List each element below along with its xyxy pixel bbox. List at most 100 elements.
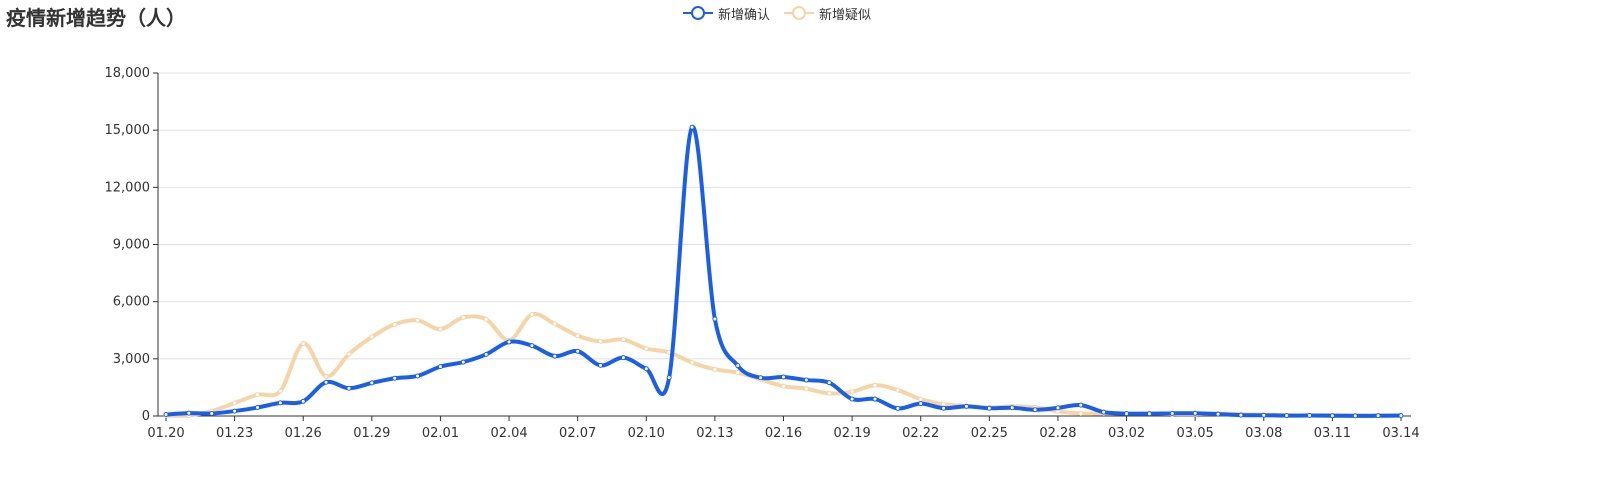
x-tick-label: 03.02 bbox=[1108, 426, 1145, 441]
legend-line-circle-icon bbox=[683, 6, 713, 20]
data-point-suspected[interactable] bbox=[300, 340, 306, 346]
data-point-confirmed[interactable] bbox=[1398, 413, 1404, 419]
data-point-confirmed[interactable] bbox=[758, 375, 764, 381]
data-point-confirmed[interactable] bbox=[1215, 411, 1221, 417]
data-point-suspected[interactable] bbox=[598, 338, 604, 344]
data-point-confirmed[interactable] bbox=[689, 124, 695, 130]
data-point-suspected[interactable] bbox=[689, 360, 695, 366]
data-point-confirmed[interactable] bbox=[735, 363, 741, 369]
data-point-confirmed[interactable] bbox=[643, 366, 649, 372]
x-tick-label: 02.04 bbox=[490, 426, 527, 441]
data-point-confirmed[interactable] bbox=[506, 339, 512, 345]
data-point-confirmed[interactable] bbox=[1124, 411, 1130, 417]
data-point-suspected[interactable] bbox=[369, 334, 375, 340]
data-point-confirmed[interactable] bbox=[1307, 413, 1313, 419]
data-point-suspected[interactable] bbox=[437, 326, 443, 332]
data-point-suspected[interactable] bbox=[826, 390, 832, 396]
data-point-confirmed[interactable] bbox=[963, 403, 969, 409]
x-tick-label: 03.05 bbox=[1177, 426, 1214, 441]
data-point-confirmed[interactable] bbox=[1352, 413, 1358, 419]
data-point-confirmed[interactable] bbox=[598, 362, 604, 368]
data-point-confirmed[interactable] bbox=[300, 398, 306, 404]
data-point-confirmed[interactable] bbox=[437, 364, 443, 370]
data-point-confirmed[interactable] bbox=[552, 353, 558, 359]
data-point-confirmed[interactable] bbox=[346, 385, 352, 391]
data-point-confirmed[interactable] bbox=[369, 380, 375, 386]
data-point-suspected[interactable] bbox=[392, 321, 398, 327]
data-point-confirmed[interactable] bbox=[209, 411, 215, 417]
data-point-confirmed[interactable] bbox=[1032, 407, 1038, 413]
data-point-suspected[interactable] bbox=[918, 396, 924, 402]
data-point-confirmed[interactable] bbox=[1009, 405, 1015, 411]
data-point-confirmed[interactable] bbox=[1375, 413, 1381, 419]
data-point-confirmed[interactable] bbox=[1192, 410, 1198, 416]
x-tick-label: 02.07 bbox=[559, 426, 596, 441]
data-point-suspected[interactable] bbox=[735, 370, 741, 376]
data-point-confirmed[interactable] bbox=[392, 375, 398, 381]
data-point-confirmed[interactable] bbox=[1169, 410, 1175, 416]
data-point-suspected[interactable] bbox=[323, 373, 329, 379]
data-point-confirmed[interactable] bbox=[620, 355, 626, 361]
data-point-confirmed[interactable] bbox=[941, 405, 947, 411]
legend-item-confirmed[interactable]: 新增确认 bbox=[683, 4, 770, 23]
data-point-confirmed[interactable] bbox=[1284, 413, 1290, 419]
data-point-suspected[interactable] bbox=[346, 351, 352, 357]
data-point-confirmed[interactable] bbox=[712, 316, 718, 322]
data-point-suspected[interactable] bbox=[803, 386, 809, 392]
data-point-confirmed[interactable] bbox=[254, 405, 260, 411]
x-tick-label: 01.23 bbox=[216, 426, 253, 441]
data-point-confirmed[interactable] bbox=[849, 396, 855, 402]
data-point-suspected[interactable] bbox=[781, 383, 786, 389]
data-point-confirmed[interactable] bbox=[1078, 402, 1084, 408]
data-point-confirmed[interactable] bbox=[666, 375, 672, 381]
data-point-suspected[interactable] bbox=[552, 321, 558, 327]
data-point-confirmed[interactable] bbox=[781, 374, 786, 380]
data-point-suspected[interactable] bbox=[941, 401, 947, 407]
data-point-suspected[interactable] bbox=[483, 316, 489, 322]
legend-label-suspected: 新增疑似 bbox=[819, 7, 872, 23]
data-point-confirmed[interactable] bbox=[483, 351, 489, 357]
data-point-confirmed[interactable] bbox=[826, 380, 832, 386]
y-tick-label: 18,000 bbox=[105, 66, 151, 81]
legend-label-confirmed: 新增确认 bbox=[718, 7, 771, 23]
data-point-confirmed[interactable] bbox=[277, 400, 283, 406]
data-point-suspected[interactable] bbox=[277, 388, 283, 394]
data-point-suspected[interactable] bbox=[254, 392, 260, 398]
data-point-confirmed[interactable] bbox=[415, 373, 421, 379]
data-point-confirmed[interactable] bbox=[872, 396, 878, 402]
data-point-suspected[interactable] bbox=[415, 317, 421, 323]
y-tick-label: 0 bbox=[142, 409, 150, 424]
data-point-confirmed[interactable] bbox=[529, 343, 535, 349]
data-point-confirmed[interactable] bbox=[918, 401, 924, 407]
data-point-confirmed[interactable] bbox=[1101, 409, 1107, 415]
data-point-confirmed[interactable] bbox=[460, 359, 466, 365]
data-point-confirmed[interactable] bbox=[186, 410, 192, 416]
data-point-suspected[interactable] bbox=[232, 400, 238, 406]
data-point-suspected[interactable] bbox=[620, 337, 626, 343]
data-point-suspected[interactable] bbox=[460, 314, 466, 320]
data-point-suspected[interactable] bbox=[849, 389, 855, 395]
data-point-confirmed[interactable] bbox=[803, 377, 809, 383]
data-point-confirmed[interactable] bbox=[1055, 405, 1061, 411]
legend-item-suspected[interactable]: 新增疑似 bbox=[784, 4, 871, 23]
data-point-confirmed[interactable] bbox=[1261, 412, 1267, 418]
data-point-suspected[interactable] bbox=[895, 387, 901, 393]
data-point-suspected[interactable] bbox=[712, 366, 718, 372]
data-point-suspected[interactable] bbox=[643, 346, 649, 352]
data-point-confirmed[interactable] bbox=[232, 408, 238, 414]
data-point-confirmed[interactable] bbox=[575, 348, 581, 354]
data-point-confirmed[interactable] bbox=[986, 405, 992, 411]
data-point-suspected[interactable] bbox=[529, 311, 535, 317]
data-point-suspected[interactable] bbox=[575, 333, 581, 339]
data-point-confirmed[interactable] bbox=[895, 405, 901, 411]
x-tick-label: 02.13 bbox=[696, 426, 733, 441]
data-point-confirmed[interactable] bbox=[163, 412, 169, 418]
data-point-suspected[interactable] bbox=[872, 382, 878, 388]
data-point-confirmed[interactable] bbox=[1238, 412, 1244, 418]
data-point-confirmed[interactable] bbox=[1146, 411, 1152, 417]
data-point-suspected[interactable] bbox=[1078, 410, 1084, 416]
data-point-confirmed[interactable] bbox=[1329, 413, 1335, 419]
data-point-confirmed[interactable] bbox=[323, 379, 329, 385]
x-tick-label: 02.28 bbox=[1039, 426, 1076, 441]
